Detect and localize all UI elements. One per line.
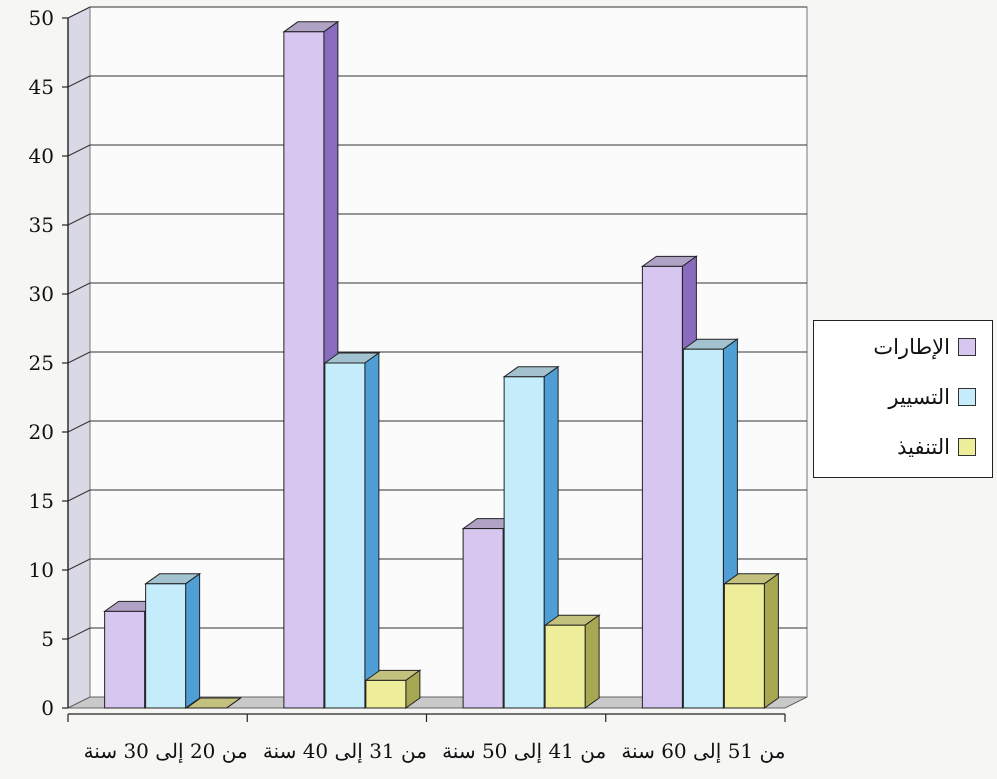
gridline-side <box>67 627 91 640</box>
y-tick-label: 40 <box>29 144 54 168</box>
bar <box>502 365 560 709</box>
gridline-side <box>67 420 91 433</box>
x-axis: من 20 إلى 30 سنة من 31 إلى 40 سنة من 41 إل… <box>67 713 786 764</box>
gridline-side <box>67 144 91 157</box>
bar <box>144 572 202 709</box>
legend-item: التسيير <box>888 385 976 409</box>
bar <box>185 697 243 709</box>
bar <box>323 352 381 709</box>
bars <box>103 20 780 709</box>
y-tick-label: 50 <box>29 6 54 30</box>
bar-side <box>584 614 600 709</box>
legend-label: التنفيذ <box>897 435 950 459</box>
bar-front <box>145 583 187 709</box>
gridline-side <box>67 6 91 19</box>
y-tick-label: 0 <box>41 696 54 720</box>
bar-front <box>723 583 765 709</box>
y-tick-label: 15 <box>29 489 54 513</box>
gridline-side <box>67 351 91 364</box>
x-tick-label: من 41 إلى 50 سنة <box>442 739 606 764</box>
legend-swatch-icon <box>958 438 976 456</box>
gridline-side <box>67 213 91 226</box>
bar <box>543 614 601 709</box>
y-axis-ticks: 0 5 10 15 20 25 30 35 40 45 50 <box>29 6 69 720</box>
bar-front <box>283 31 325 709</box>
gridline-side <box>67 489 91 502</box>
y-tick-label: 25 <box>29 351 54 375</box>
legend: الإطارات التسيير التنفيذ <box>813 320 993 478</box>
gridline-side <box>67 75 91 88</box>
bar-front <box>682 348 724 709</box>
gridline-side <box>67 558 91 571</box>
y-tick-label: 35 <box>29 213 54 237</box>
bar-side <box>226 697 241 709</box>
y-tick-label: 5 <box>41 627 54 651</box>
legend-label: التسيير <box>888 385 950 409</box>
bar <box>364 669 422 709</box>
legend-label: الإطارات <box>873 335 950 359</box>
y-tick-label: 30 <box>29 282 54 306</box>
x-tick-label: من 20 إلى 30 سنة <box>84 739 248 764</box>
legend-swatch-icon <box>958 388 976 406</box>
x-tick-label: من 51 إلى 60 سنة <box>621 739 785 764</box>
bar-side <box>364 352 380 709</box>
bar-front <box>365 679 407 709</box>
bar-front <box>104 610 146 709</box>
legend-swatch-icon <box>958 338 976 356</box>
legend-item: التنفيذ <box>897 435 976 459</box>
bar-front <box>462 528 504 709</box>
bar-front <box>324 362 366 709</box>
bar-front <box>503 376 545 709</box>
bar-side <box>763 572 779 709</box>
y-tick-label: 10 <box>29 558 54 582</box>
gridline-side <box>67 282 91 295</box>
legend-item: الإطارات <box>873 335 976 359</box>
bar-front <box>544 624 586 709</box>
y-tick-label: 45 <box>29 75 54 99</box>
x-tick-label: من 31 إلى 40 سنة <box>263 739 427 764</box>
bar-side <box>185 572 201 709</box>
y-tick-label: 20 <box>29 420 54 444</box>
bar-front <box>641 265 683 709</box>
bar <box>722 572 780 709</box>
